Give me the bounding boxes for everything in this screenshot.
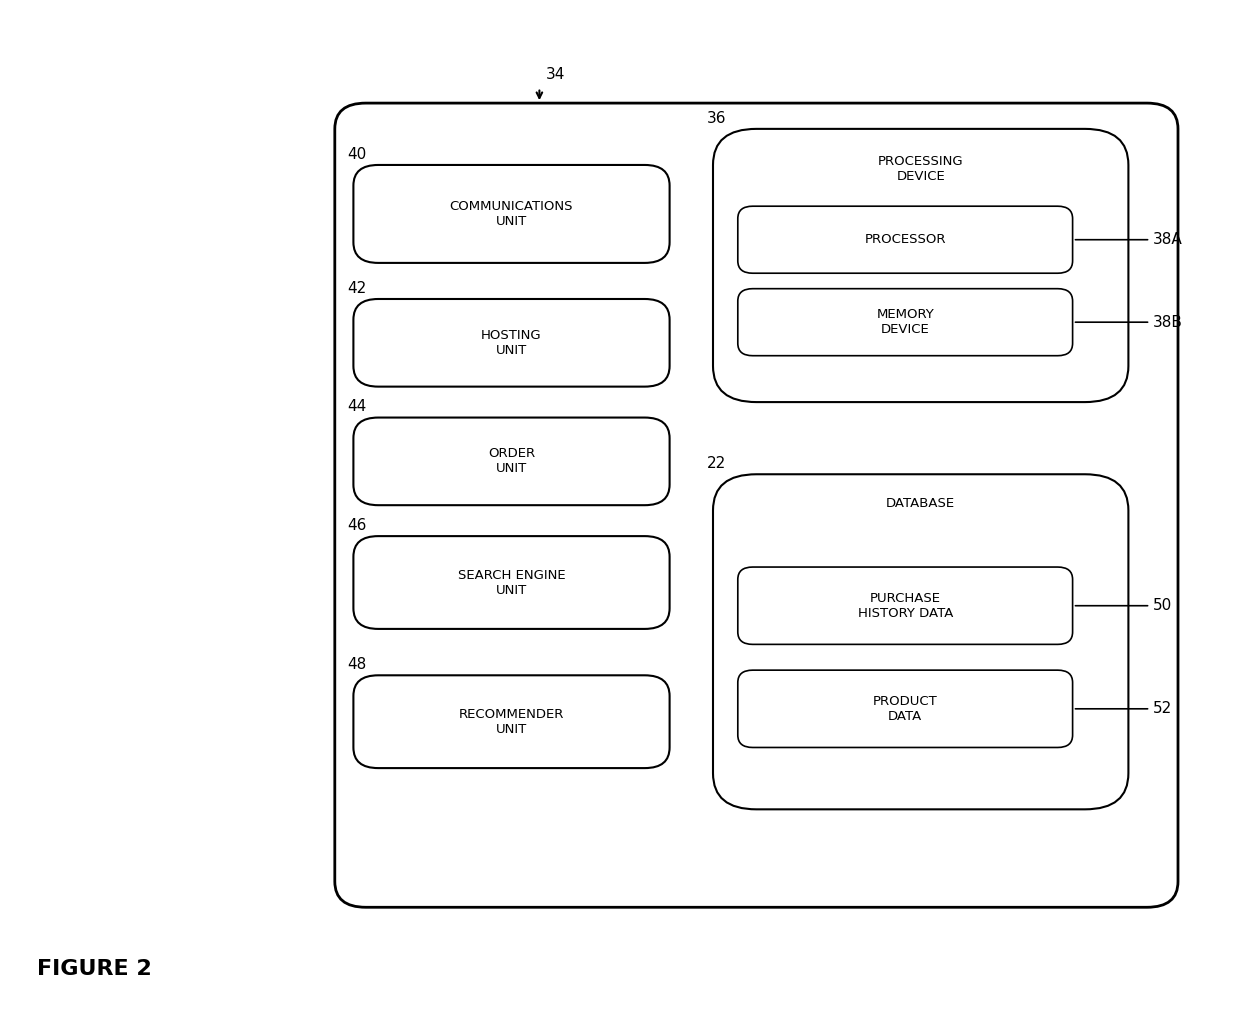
FancyBboxPatch shape: [738, 567, 1073, 644]
Text: 52: 52: [1075, 701, 1173, 717]
Text: 34: 34: [546, 67, 565, 82]
Text: HOSTING
UNIT: HOSTING UNIT: [481, 329, 542, 357]
Text: 36: 36: [707, 110, 727, 126]
FancyBboxPatch shape: [713, 129, 1128, 402]
Text: 22: 22: [707, 456, 727, 471]
Text: RECOMMENDER
UNIT: RECOMMENDER UNIT: [459, 707, 564, 736]
Text: FIGURE 2: FIGURE 2: [37, 960, 153, 979]
Text: 44: 44: [347, 399, 367, 414]
FancyBboxPatch shape: [353, 418, 670, 505]
FancyBboxPatch shape: [353, 536, 670, 629]
FancyBboxPatch shape: [713, 474, 1128, 809]
Text: SEARCH ENGINE
UNIT: SEARCH ENGINE UNIT: [458, 568, 565, 597]
FancyBboxPatch shape: [353, 299, 670, 387]
FancyBboxPatch shape: [353, 165, 670, 263]
Text: PROCESSING
DEVICE: PROCESSING DEVICE: [878, 155, 963, 182]
FancyBboxPatch shape: [738, 670, 1073, 747]
Text: PROCESSOR: PROCESSOR: [864, 233, 946, 246]
Text: 38A: 38A: [1075, 232, 1183, 247]
Text: 40: 40: [347, 146, 367, 162]
Text: PRODUCT
DATA: PRODUCT DATA: [873, 695, 937, 723]
FancyBboxPatch shape: [738, 206, 1073, 273]
Text: 46: 46: [347, 518, 367, 533]
FancyBboxPatch shape: [335, 103, 1178, 907]
FancyBboxPatch shape: [353, 675, 670, 768]
Text: DATABASE: DATABASE: [887, 497, 955, 510]
Text: 48: 48: [347, 657, 367, 672]
Text: 50: 50: [1075, 598, 1173, 613]
Text: PURCHASE
HISTORY DATA: PURCHASE HISTORY DATA: [858, 592, 952, 620]
FancyBboxPatch shape: [738, 289, 1073, 356]
Text: 42: 42: [347, 280, 367, 296]
Text: ORDER
UNIT: ORDER UNIT: [487, 447, 536, 475]
Text: 38B: 38B: [1075, 314, 1183, 330]
Text: MEMORY
DEVICE: MEMORY DEVICE: [877, 308, 934, 336]
Text: COMMUNICATIONS
UNIT: COMMUNICATIONS UNIT: [450, 200, 573, 228]
